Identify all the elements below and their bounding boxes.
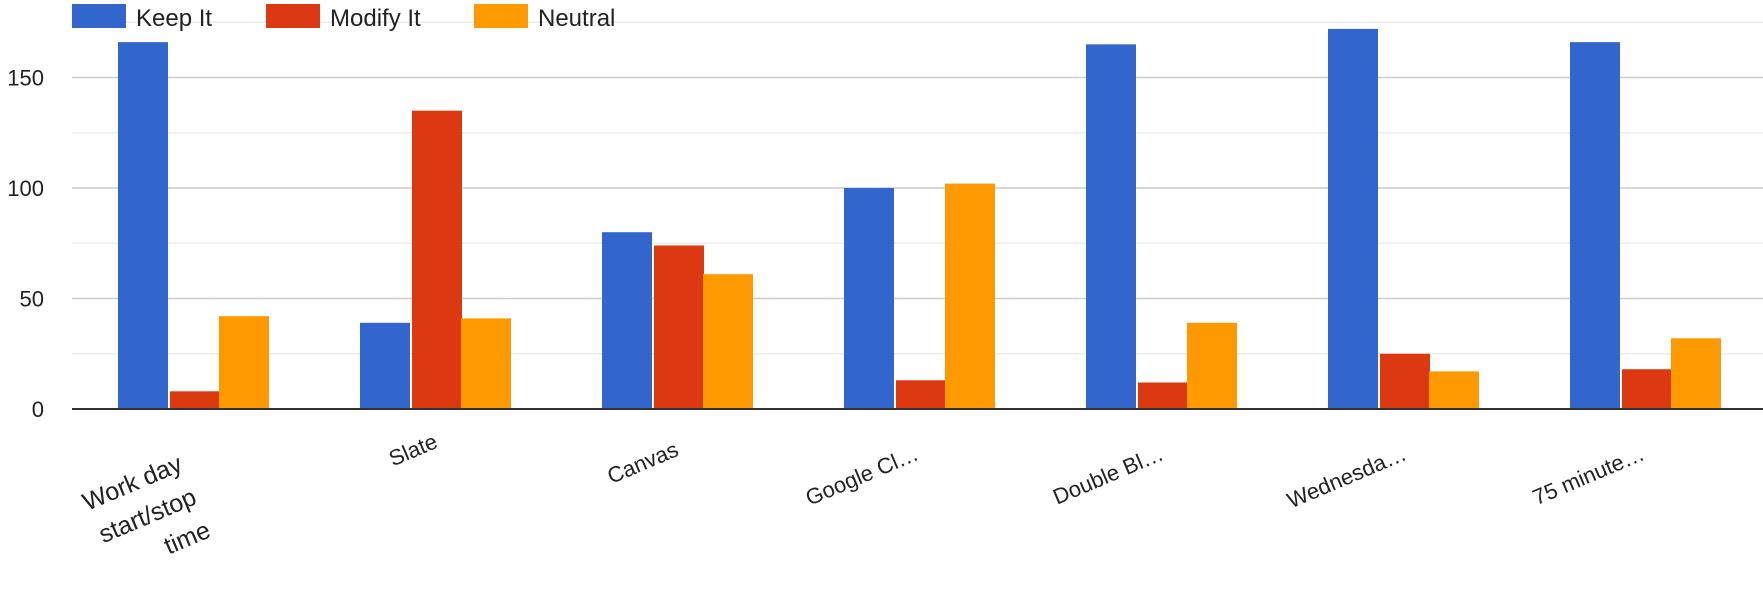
bar-modify-it	[1380, 353, 1430, 409]
legend-label: Keep It	[136, 5, 212, 32]
x-tick-label-line: Wednesda…	[1283, 441, 1409, 514]
bar-modify-it	[654, 245, 704, 409]
legend-swatch	[266, 4, 320, 28]
x-tick-label-line: Double Bl…	[1049, 441, 1167, 510]
y-tick-label: 0	[32, 397, 44, 422]
legend-label: Neutral	[538, 5, 615, 32]
bar-modify-it	[412, 110, 462, 410]
x-tick-label-line: time	[160, 516, 214, 560]
bar-neutral	[219, 316, 269, 409]
legend-swatch	[474, 4, 528, 28]
x-tick-label-line: Canvas	[604, 437, 682, 489]
legend: Keep It Modify It Neutral	[72, 4, 615, 32]
y-tick-label: 100	[7, 176, 44, 201]
bar-modify-it	[896, 380, 946, 409]
bar-neutral	[1671, 338, 1721, 409]
bar-keep-it	[1086, 44, 1136, 409]
bar-neutral	[1187, 322, 1237, 409]
legend-label: Modify It	[330, 5, 421, 32]
bar-neutral	[703, 274, 753, 409]
bar-keep-it	[602, 232, 652, 409]
bar-modify-it	[170, 391, 220, 409]
bar-keep-it	[360, 322, 410, 409]
bar-neutral	[1429, 371, 1479, 409]
bar-neutral	[461, 318, 511, 409]
x-tick-label-line: Google Cl…	[802, 441, 922, 511]
x-tick-label: Slate	[385, 429, 441, 472]
grid-layer	[72, 21, 1763, 355]
bar-keep-it	[1328, 28, 1378, 409]
x-tick-label-line: Slate	[385, 429, 441, 472]
bar-keep-it	[844, 188, 894, 409]
y-tick-label: 50	[20, 287, 44, 312]
bar-keep-it	[1570, 42, 1620, 409]
bar-neutral	[945, 183, 995, 409]
x-tick-label: 75 minute…	[1529, 441, 1648, 510]
y-tick-label: 150	[7, 66, 44, 91]
x-tick-label: Canvas	[604, 437, 682, 489]
x-tick-label: Wednesda…	[1283, 441, 1409, 514]
bar-keep-it	[118, 42, 168, 409]
bar-modify-it	[1622, 369, 1672, 409]
x-tick-label: Double Bl…	[1049, 441, 1167, 510]
x-tick-label: Google Cl…	[802, 441, 922, 511]
x-tick-label-line: 75 minute…	[1529, 441, 1648, 510]
bar-modify-it	[1138, 382, 1188, 409]
legend-swatch	[72, 4, 126, 28]
bars-layer	[118, 28, 1721, 410]
